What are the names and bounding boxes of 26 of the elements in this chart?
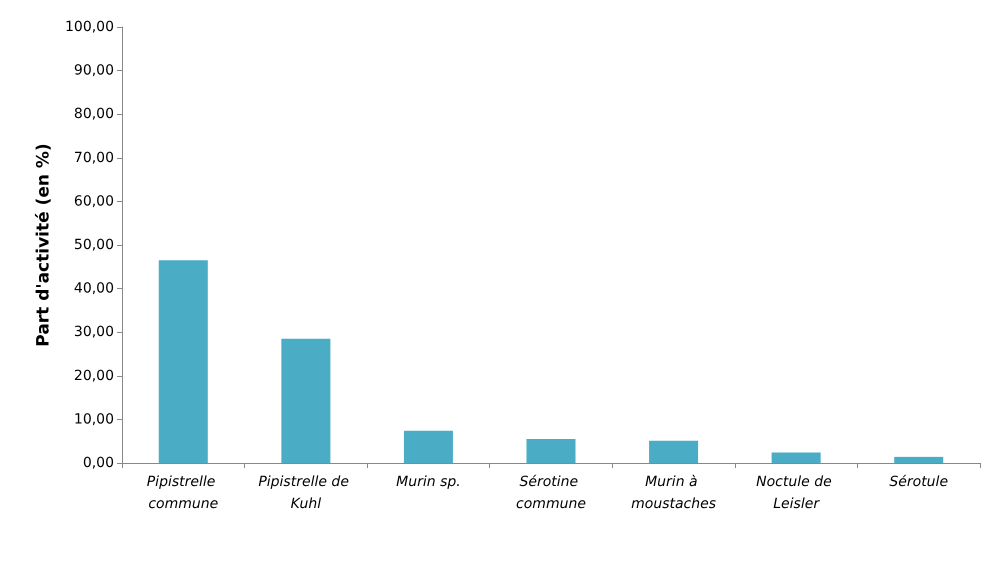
x-tick-label: Noctule de Leisler — [756, 474, 836, 512]
y-tick-label: 30,00 — [74, 324, 114, 340]
x-tick-label: Sérotule — [889, 474, 948, 490]
x-tick-label: Murin sp. — [396, 474, 461, 490]
y-tick-label: 40,00 — [74, 280, 114, 297]
x-tick-label: Pipistrelle commune — [146, 474, 220, 512]
bar — [281, 338, 330, 463]
bar — [772, 452, 821, 463]
bar — [158, 260, 208, 463]
y-tick-label: 80,00 — [74, 106, 114, 122]
y-tick-label: 10,00 — [74, 411, 114, 428]
y-tick-label: 100,00 — [65, 19, 114, 35]
y-tick-label: 50,00 — [74, 237, 114, 253]
x-tick-label: Pipistrelle de Kuhl — [258, 474, 354, 512]
y-tick-label: 0,00 — [82, 455, 114, 471]
bar — [526, 439, 576, 463]
y-tick-label: 20,00 — [74, 368, 114, 384]
y-tick-label: 60,00 — [74, 193, 114, 210]
y-tick-label: 90,00 — [74, 62, 114, 79]
x-tick-label: Sérotine commune — [516, 474, 586, 512]
bar — [649, 440, 698, 463]
x-tick-label: Murin à moustaches — [631, 474, 716, 512]
bar — [404, 430, 453, 463]
y-tick-label: 70,00 — [74, 150, 114, 166]
y-axis-title: Part d'activité (en %) — [34, 143, 54, 347]
bar — [894, 456, 944, 463]
